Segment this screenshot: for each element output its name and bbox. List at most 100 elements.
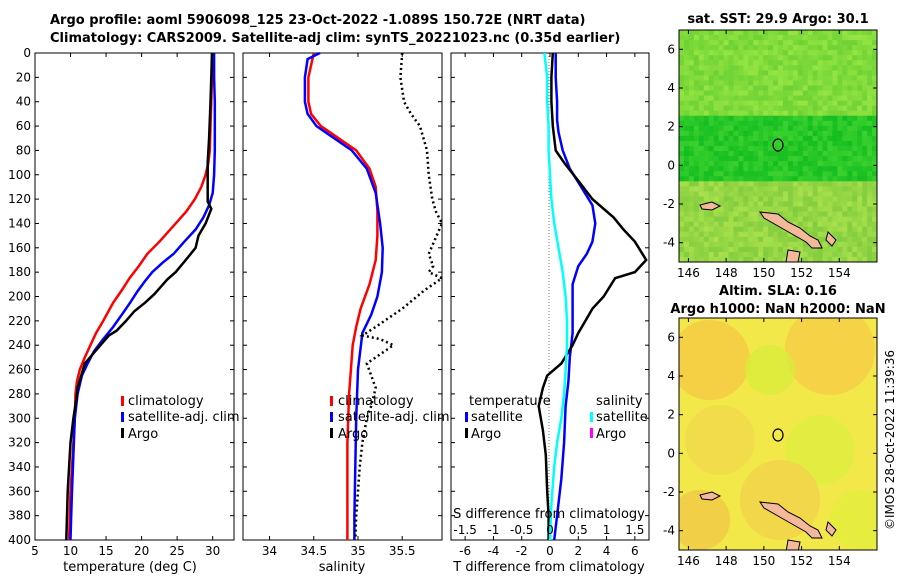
sst-cell — [872, 35, 877, 41]
sst-cell — [837, 231, 843, 238]
sst-cell — [857, 171, 863, 177]
sst-cell — [827, 90, 833, 96]
sst-cell — [718, 156, 724, 162]
sst-cell — [693, 216, 700, 222]
sst-cell — [773, 110, 779, 117]
sst-cell — [822, 221, 828, 227]
sst-cell — [812, 105, 818, 111]
sst-cell — [852, 135, 858, 142]
sst-cell — [728, 70, 734, 76]
sst-cell — [773, 95, 779, 101]
sst-cell — [817, 30, 823, 36]
sst-cell — [822, 206, 828, 212]
sst-cell — [812, 110, 818, 117]
sst-cell — [748, 186, 754, 192]
sst-cell — [837, 35, 843, 41]
sst-cell — [763, 75, 769, 81]
sst-cell — [683, 256, 690, 262]
salinity-xlabel: salinity — [319, 560, 366, 575]
sst-cell — [787, 201, 794, 207]
sst-cell — [718, 236, 724, 243]
sst-cell — [758, 130, 764, 137]
sst-cell — [792, 75, 799, 81]
sst-cell — [773, 60, 779, 66]
temperature-legend: climatology satellite-adj. clim Argo — [121, 394, 240, 442]
sst-cell — [842, 231, 848, 238]
sst-cell — [738, 30, 744, 36]
sst-cell — [743, 151, 749, 157]
sst-cell — [713, 125, 719, 132]
sst-cell — [688, 65, 695, 71]
sst-cell — [802, 246, 808, 253]
sst-cell — [867, 100, 873, 106]
sst-cell — [867, 125, 873, 132]
sst-cell — [862, 146, 868, 152]
sst-cell — [802, 226, 808, 233]
series-line-satellite-adj-clim — [303, 51, 384, 540]
sst-cell — [832, 65, 838, 71]
sst-cell — [778, 60, 784, 66]
sst-cell — [807, 100, 813, 106]
sst-cell — [679, 151, 685, 157]
sst-cell — [703, 40, 709, 46]
sst-cell — [867, 80, 873, 86]
sst-cell — [698, 60, 705, 66]
sst-cell — [842, 201, 848, 207]
sst-cell — [812, 161, 818, 167]
sst-cell — [768, 85, 774, 91]
sst-cell — [718, 176, 724, 182]
sst-cell — [763, 166, 769, 172]
sst-cell — [733, 40, 739, 46]
sst-cell — [773, 85, 779, 91]
x-tick-label: 148 — [715, 266, 738, 280]
sst-cell — [792, 211, 799, 217]
sst-cell — [852, 206, 858, 212]
sst-cell — [787, 171, 794, 177]
sst-cell — [763, 85, 769, 91]
sst-cell — [728, 166, 734, 172]
sst-cell — [718, 100, 724, 106]
sst-cell — [698, 146, 705, 152]
sst-cell — [782, 191, 789, 197]
sst-cell — [753, 186, 759, 192]
sst-cell — [733, 140, 739, 147]
sst-cell — [802, 120, 808, 127]
sst-cell — [698, 130, 705, 137]
sst-cell — [698, 80, 705, 86]
sst-cell — [867, 135, 873, 142]
sst-cell — [862, 241, 868, 248]
sst-cell — [837, 80, 843, 86]
sst-cell — [773, 206, 779, 212]
sst-cell — [713, 226, 719, 233]
sst-cell — [703, 156, 709, 162]
sst-cell — [693, 246, 700, 253]
sst-cell — [753, 216, 759, 222]
sst-cell — [862, 50, 868, 56]
sst-cell — [857, 176, 863, 182]
sst-cell — [688, 196, 695, 202]
sst-cell — [867, 251, 873, 258]
sst-cell — [822, 135, 828, 142]
sst-cell — [817, 176, 823, 182]
sst-cell — [758, 226, 764, 233]
sst-cell — [787, 206, 794, 212]
x-tick-label: 148 — [715, 554, 738, 568]
sst-cell — [698, 246, 705, 253]
sst-cell — [728, 95, 734, 101]
sst-cell — [857, 156, 863, 162]
sst-cell — [679, 181, 685, 187]
sst-cell — [862, 151, 868, 157]
sst-cell — [862, 100, 868, 106]
sst-cell — [812, 196, 818, 202]
land-island-south — [785, 539, 801, 550]
sst-cell — [743, 75, 749, 81]
sst-cell — [842, 40, 848, 46]
sst-cell — [862, 186, 868, 192]
sst-cell — [842, 156, 848, 162]
sst-cell — [708, 231, 714, 238]
sst-cell — [812, 146, 818, 152]
sst-cell — [723, 135, 729, 142]
sst-cell — [748, 191, 754, 197]
sst-cell — [743, 206, 749, 212]
sst-cell — [837, 140, 843, 147]
